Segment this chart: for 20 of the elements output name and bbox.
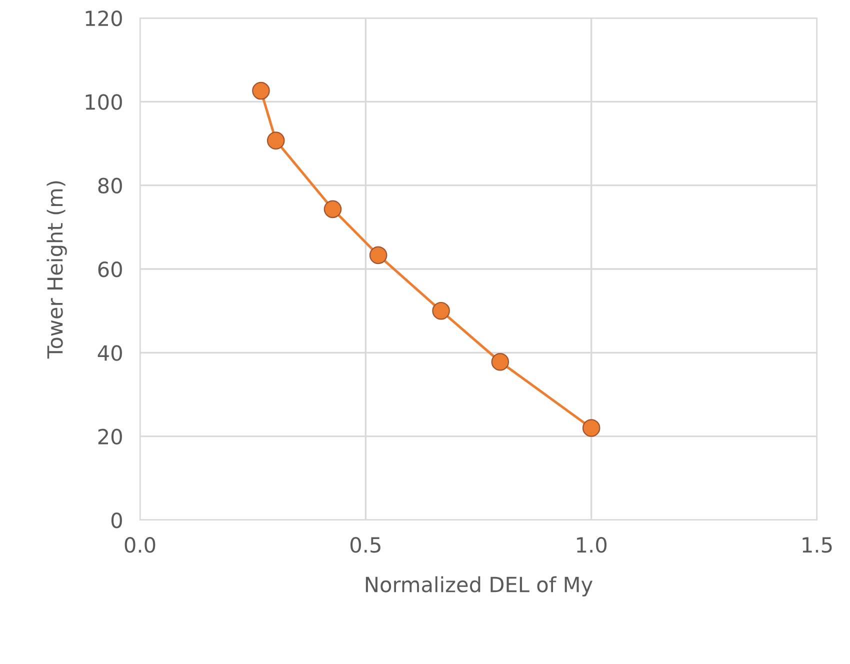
x-tick-label: 0.5 bbox=[350, 537, 380, 553]
x-tick-label: 1.0 bbox=[577, 537, 607, 553]
point bbox=[491, 352, 510, 371]
y-tick-label: 20 bbox=[98, 428, 122, 445]
point bbox=[369, 246, 388, 264]
y-tick-label: 60 bbox=[98, 261, 122, 278]
point bbox=[252, 82, 270, 100]
y-tick-label: 100 bbox=[86, 94, 122, 110]
point bbox=[266, 132, 285, 150]
x-axis-title: Normalized DEL of My bbox=[366, 576, 592, 596]
y-tick-label: 120 bbox=[86, 10, 122, 26]
y-tick-label: 80 bbox=[98, 178, 122, 194]
point bbox=[432, 302, 450, 320]
point bbox=[324, 200, 342, 218]
x-tick-label: 0.0 bbox=[124, 537, 156, 553]
y-tick-label: 40 bbox=[98, 345, 122, 361]
point bbox=[582, 419, 600, 437]
y-axis-title: Tower Height (m) bbox=[46, 181, 67, 359]
y-tick-label: 0 bbox=[111, 512, 122, 528]
x-tick-label: 1.5 bbox=[802, 537, 832, 553]
